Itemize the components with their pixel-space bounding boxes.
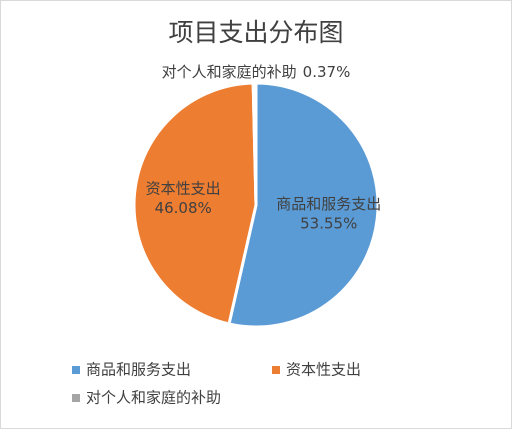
pie-slice [132, 81, 258, 326]
data-label: 商品和服务支出 53.55% [276, 195, 381, 233]
data-label: 对个人和家庭的补助 0.37% [162, 63, 351, 81]
data-label: 资本性支出 46.08% [146, 179, 221, 217]
data-label-category: 资本性支出 [146, 179, 221, 197]
data-label-category: 对个人和家庭的补助 [162, 63, 297, 81]
legend-label: 商品和服务支出 [86, 361, 191, 379]
legend-swatch [272, 366, 280, 374]
legend-swatch [72, 394, 80, 402]
pie-slice [251, 81, 258, 206]
legend-label: 资本性支出 [286, 361, 361, 379]
data-label-value: 46.08% [155, 199, 212, 217]
legend-swatch [72, 366, 80, 374]
data-label-value: 53.55% [300, 214, 357, 232]
data-label-category: 商品和服务支出 [276, 195, 381, 213]
data-label-value: 0.37% [303, 63, 351, 81]
pie-slice [227, 81, 380, 329]
legend-label: 对个人和家庭的补助 [86, 389, 221, 407]
chart-title: 项目支出分布图 [168, 18, 343, 47]
